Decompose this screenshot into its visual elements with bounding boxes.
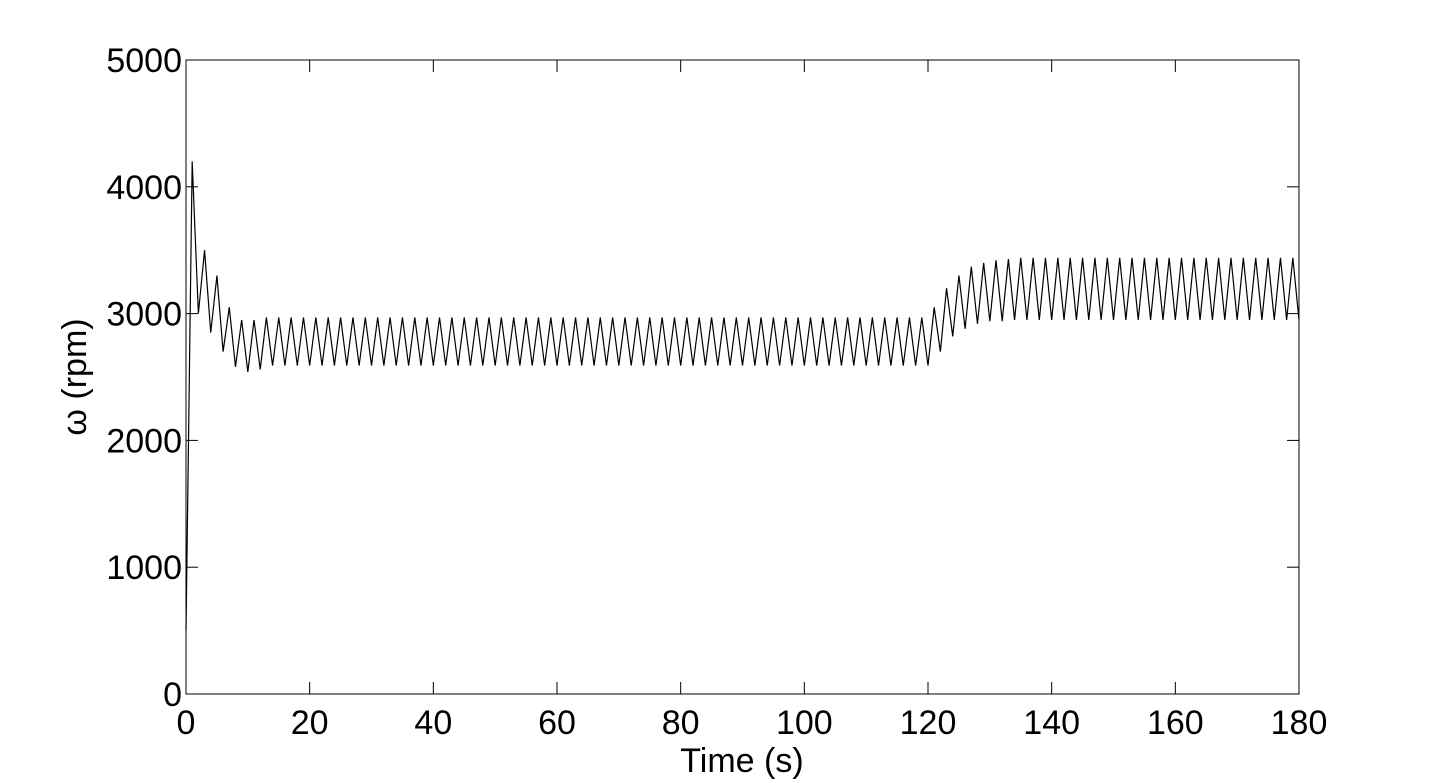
x-tick-label: 60 (538, 704, 576, 742)
y-tick-label: 2000 (106, 422, 182, 460)
y-tick-label: 5000 (106, 42, 182, 80)
x-tick-label: 20 (291, 704, 329, 742)
x-tick-label: 80 (662, 704, 700, 742)
x-tick-label: 140 (1023, 704, 1080, 742)
x-axis-label: Time (s) (680, 742, 803, 780)
y-axis-label: ω (rpm) (56, 318, 94, 435)
x-tick-label: 0 (177, 704, 196, 742)
y-tick-label: 4000 (106, 169, 182, 207)
plot-frame (185, 59, 1300, 695)
x-tick-label: 180 (1271, 704, 1328, 742)
data-line (185, 161, 1300, 631)
y-tick-label: 0 (163, 676, 182, 714)
x-tick-label: 160 (1147, 704, 1204, 742)
y-tick-label: 3000 (106, 296, 182, 334)
y-tick-label: 1000 (106, 549, 182, 587)
x-tick-label: 120 (900, 704, 957, 742)
x-tick-label: 40 (414, 704, 452, 742)
x-tick-label: 100 (776, 704, 833, 742)
